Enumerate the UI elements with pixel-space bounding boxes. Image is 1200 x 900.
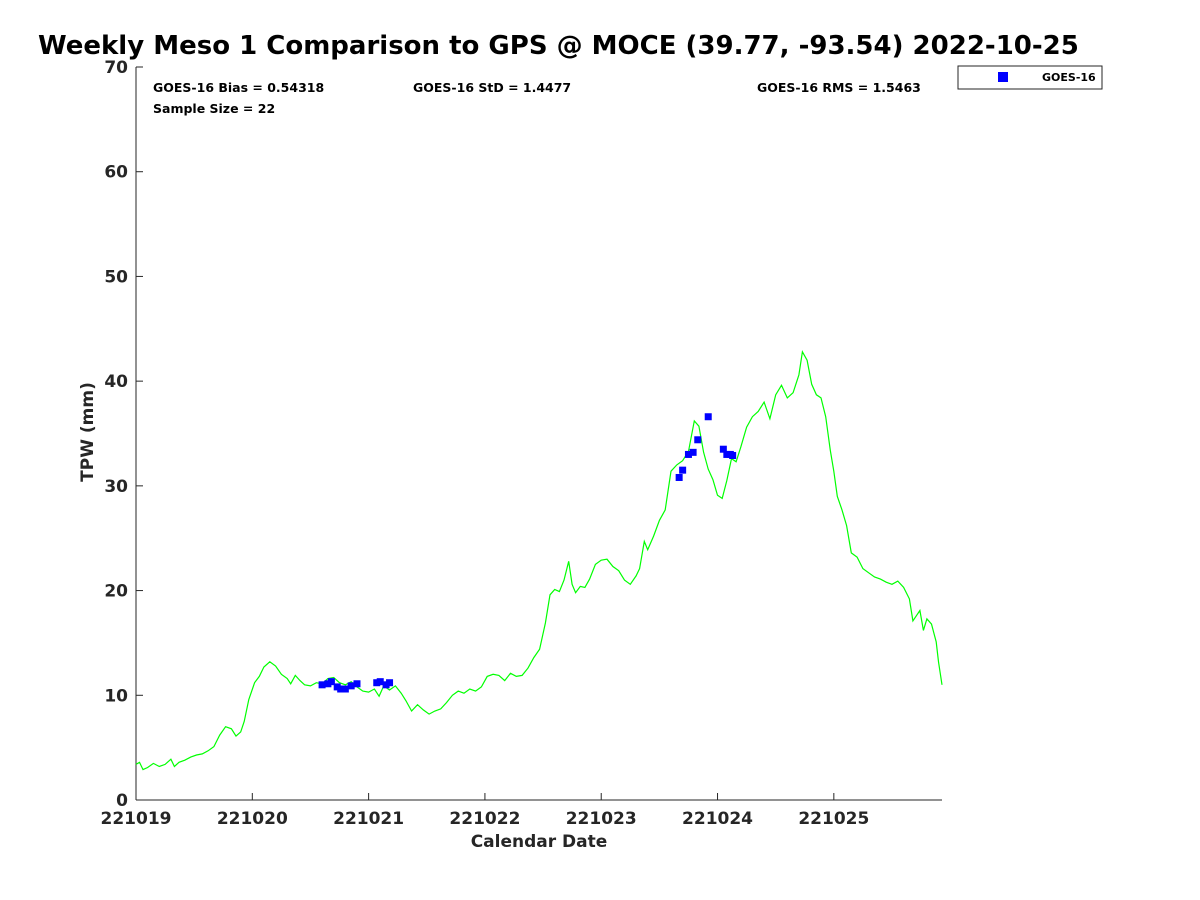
stat-std: GOES-16 StD = 1.4477 [413,80,571,95]
goes16-point [353,680,361,688]
stat-rms: GOES-16 RMS = 1.5463 [757,80,921,95]
goes16-point [729,451,737,459]
y-tick-label: 10 [104,686,128,706]
x-axis-label: Calendar Date [471,832,608,852]
goes16-point [679,466,687,474]
y-tick-label: 70 [104,58,128,78]
goes16-point [337,685,345,693]
x-tick-label: 221024 [682,809,753,829]
goes16-point [376,678,384,686]
y-tick-label: 60 [104,163,128,183]
goes16-point [386,679,394,687]
goes16-point [694,436,702,444]
goes16-point [675,473,683,481]
stat-sample-size: Sample Size = 22 [153,101,275,116]
y-axis-label: TPW (mm) [78,382,98,482]
x-tick-label: 221021 [333,809,404,829]
x-tick-label: 221020 [217,809,288,829]
stat-bias: GOES-16 Bias = 0.54318 [153,80,324,95]
chart-title: Weekly Meso 1 Comparison to GPS @ MOCE (… [38,31,1079,61]
goes16-point [684,450,692,458]
goes16-point [341,685,349,693]
goes16-point [347,682,355,690]
x-tick-label: 221019 [101,809,172,829]
y-ticks: 0 10 20 30 40 50 60 70 [104,58,143,811]
y-tick-label: 0 [116,791,128,811]
x-tick-label: 221023 [566,809,637,829]
stats-block: GOES-16 Bias = 0.54318 GOES-16 StD = 1.4… [153,80,921,116]
y-tick-label: 40 [104,372,128,392]
goes16-point [689,448,697,456]
y-tick-label: 50 [104,267,128,287]
goes16-point [719,445,727,453]
legend-marker-goes16 [998,72,1008,82]
legend: GOES-16 [957,65,1103,90]
legend-label-goes16: GOES-16 [1042,71,1096,84]
series-layer [135,349,943,771]
goes16-point [327,678,335,686]
x-ticks: 221019 221020 221021 221022 221023 221024 2210… [101,793,869,829]
x-tick-label: 221025 [798,809,869,829]
x-tick-label: 221022 [449,809,520,829]
gps-tpw-line [135,349,943,771]
goes16-point [704,413,712,421]
plot-area: 0 10 20 30 40 50 60 70 221019 221020 221021 221022… [101,58,943,829]
goes16-point [318,681,326,689]
y-tick-label: 30 [104,477,128,497]
y-tick-label: 20 [104,582,128,602]
legend-box [957,65,1103,90]
